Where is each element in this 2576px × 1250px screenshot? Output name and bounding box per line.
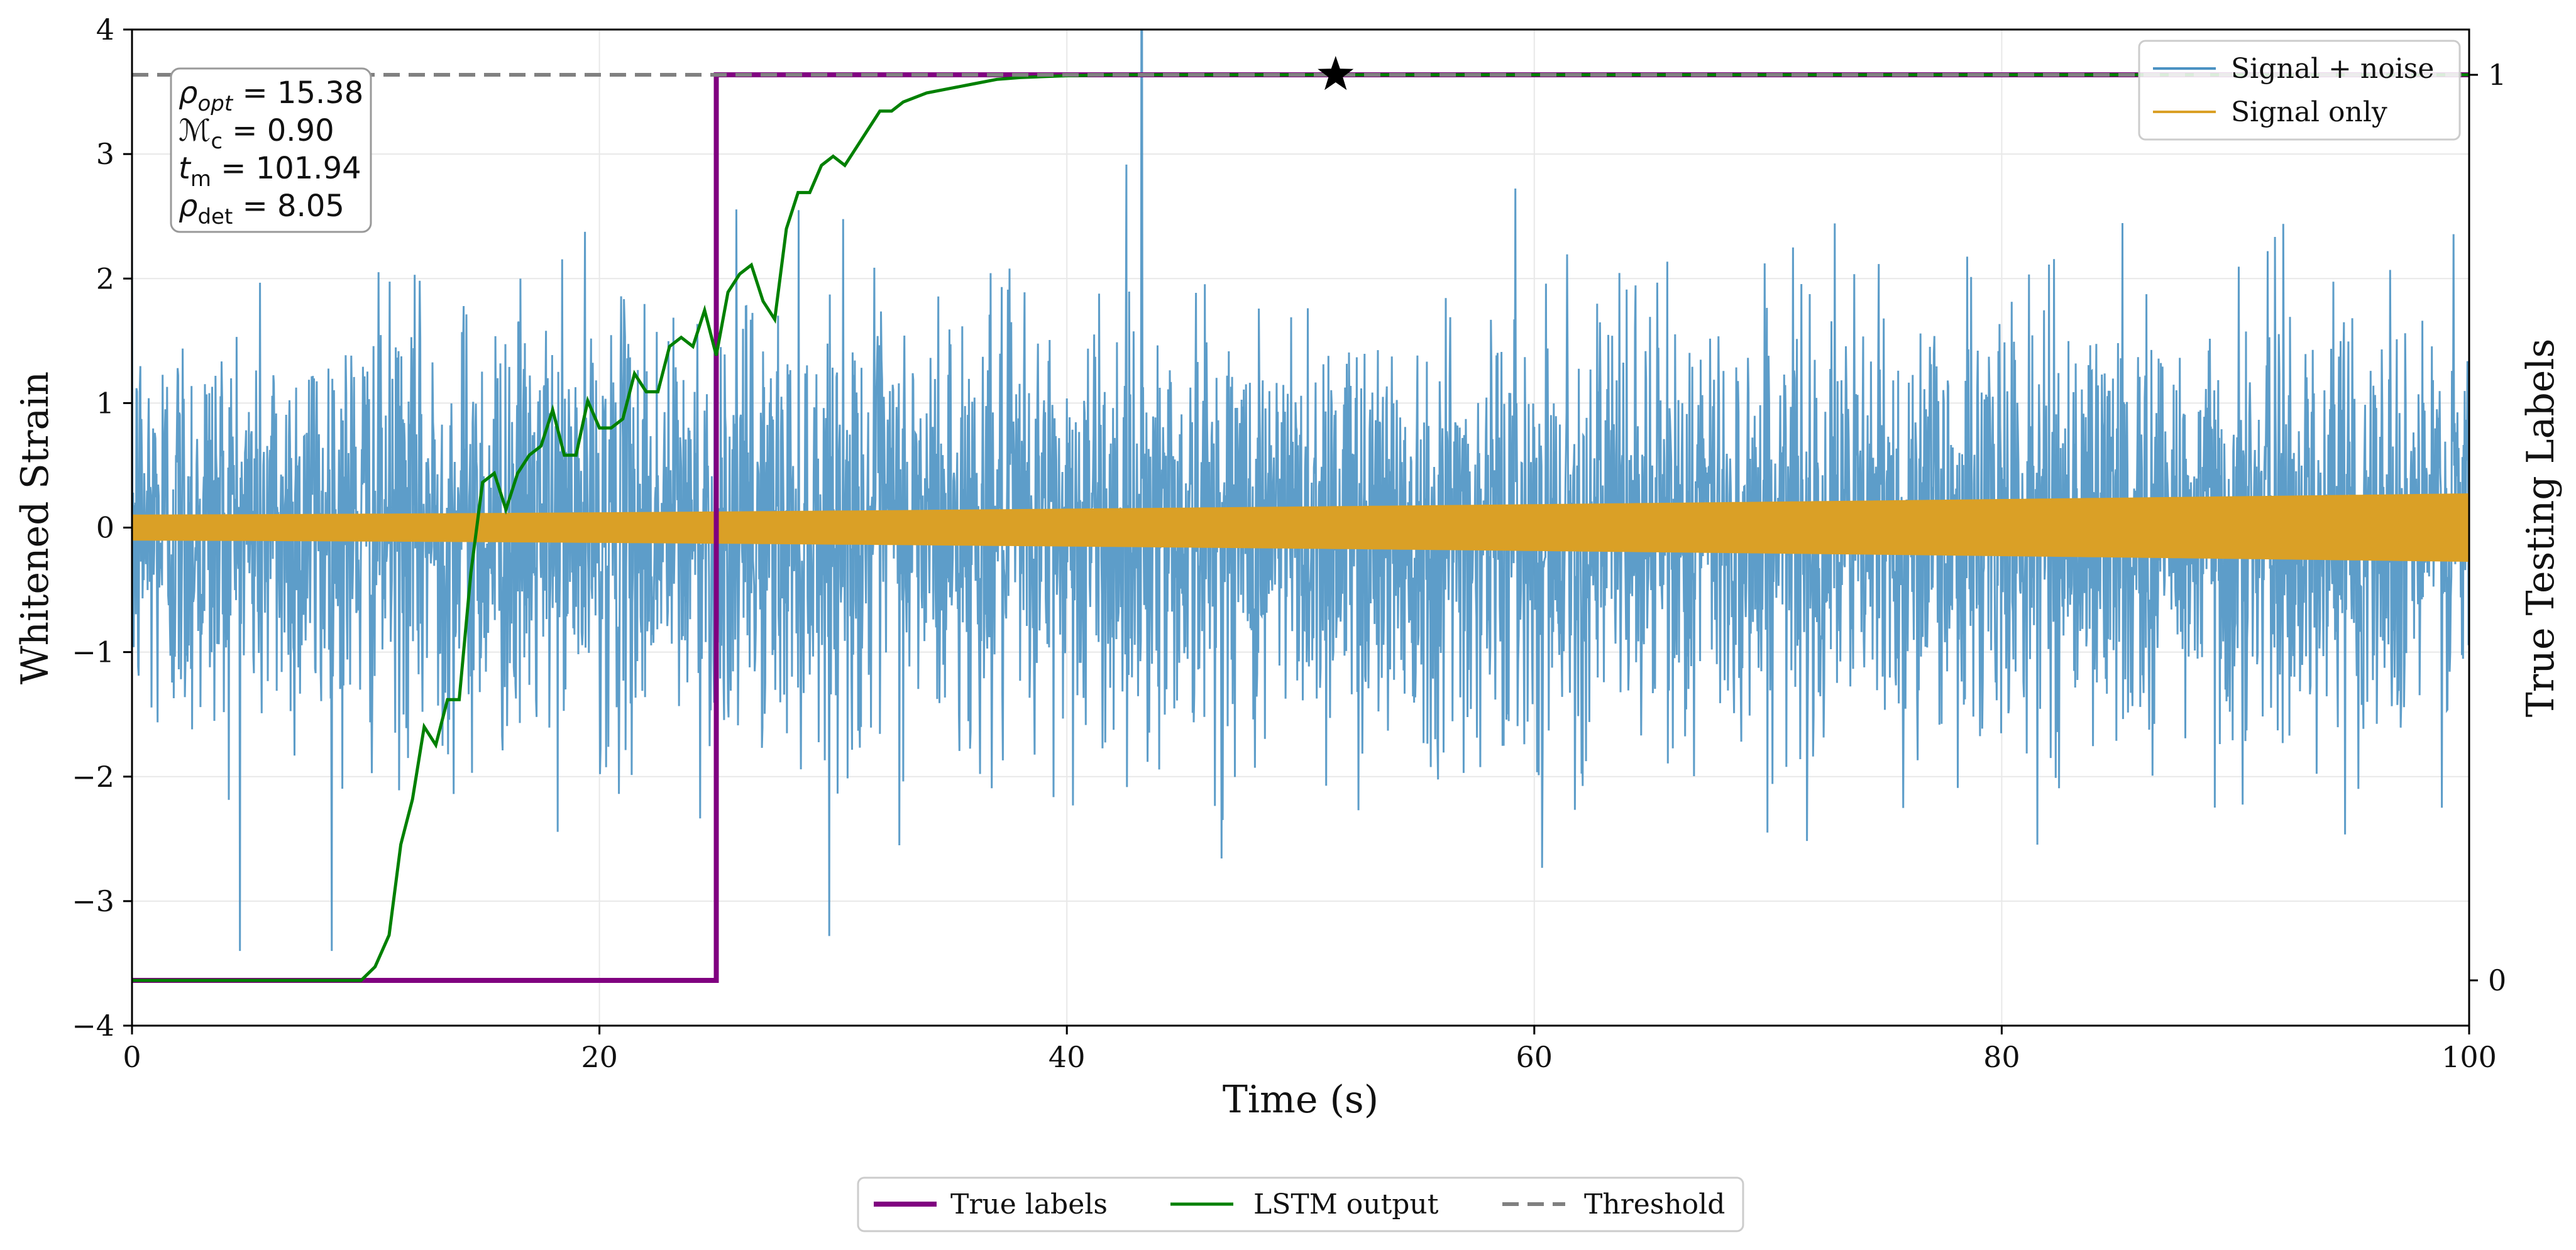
y-tick-label-2: −2 <box>72 760 114 794</box>
x-axis-label: Time (s) <box>1223 1078 1379 1122</box>
annotation-line-2: tm = 101.94 <box>179 151 361 192</box>
y-tick-label-5: 1 <box>96 386 114 420</box>
annotation-line-0: ρopt = 15.38 <box>179 75 363 116</box>
y-tick-label-0: −4 <box>72 1009 114 1043</box>
y2-axis: 01 <box>2469 58 2506 997</box>
y-tick-label-4: 0 <box>96 511 114 545</box>
x-tick-label-3: 60 <box>1516 1040 1553 1074</box>
signal-noise-series <box>132 30 2469 951</box>
y-tick-label-7: 3 <box>96 137 114 171</box>
legend-signal-noise-label: Signal + noise <box>2231 53 2434 85</box>
annotation-box <box>170 67 372 233</box>
legend-threshold-label: Threshold <box>1584 1188 1725 1220</box>
annotation-line-1: ℳc = 0.90 <box>179 113 334 154</box>
y-axis: −4 −3 −2 −1 0 1 2 3 4 <box>72 13 132 1043</box>
legend-top: Signal + noise Signal only <box>2138 40 2461 141</box>
x-axis: 0 20 40 60 80 100 <box>123 1026 2497 1074</box>
lstm-output-series <box>132 73 2469 982</box>
legend-signal-only-label: Signal only <box>2231 96 2387 128</box>
x-tick-label-2: 40 <box>1049 1040 1086 1074</box>
y2-tick-label-1: 1 <box>2488 58 2506 92</box>
y-tick-label-3: −1 <box>72 635 114 669</box>
y2-axis-label: True Testing Labels <box>2519 339 2563 718</box>
legend-top-frame <box>2138 40 2461 141</box>
signal-only-series <box>132 493 2469 562</box>
x-tick-label-0: 0 <box>123 1040 141 1074</box>
x-tick-label-4: 80 <box>1983 1040 2020 1074</box>
star-marker <box>1318 56 1354 90</box>
y-tick-label-8: 4 <box>96 13 114 47</box>
annotation-line-3: ρdet = 8.05 <box>179 189 344 229</box>
legend-lstm-label: LSTM output <box>1253 1188 1439 1220</box>
x-tick-label-5: 100 <box>2441 1040 2497 1074</box>
legend-bottom-frame <box>857 1176 1744 1232</box>
legend-true-labels-label: True labels <box>950 1188 1108 1220</box>
y2-tick-label-0: 0 <box>2488 963 2506 997</box>
legend-bottom: True labels LSTM output Threshold <box>857 1176 1744 1232</box>
x-tick-label-1: 20 <box>581 1040 618 1074</box>
y-axis-label: Whitened Strain <box>13 371 57 684</box>
y-tick-label-6: 2 <box>96 261 114 295</box>
y-tick-label-1: −3 <box>72 884 114 918</box>
